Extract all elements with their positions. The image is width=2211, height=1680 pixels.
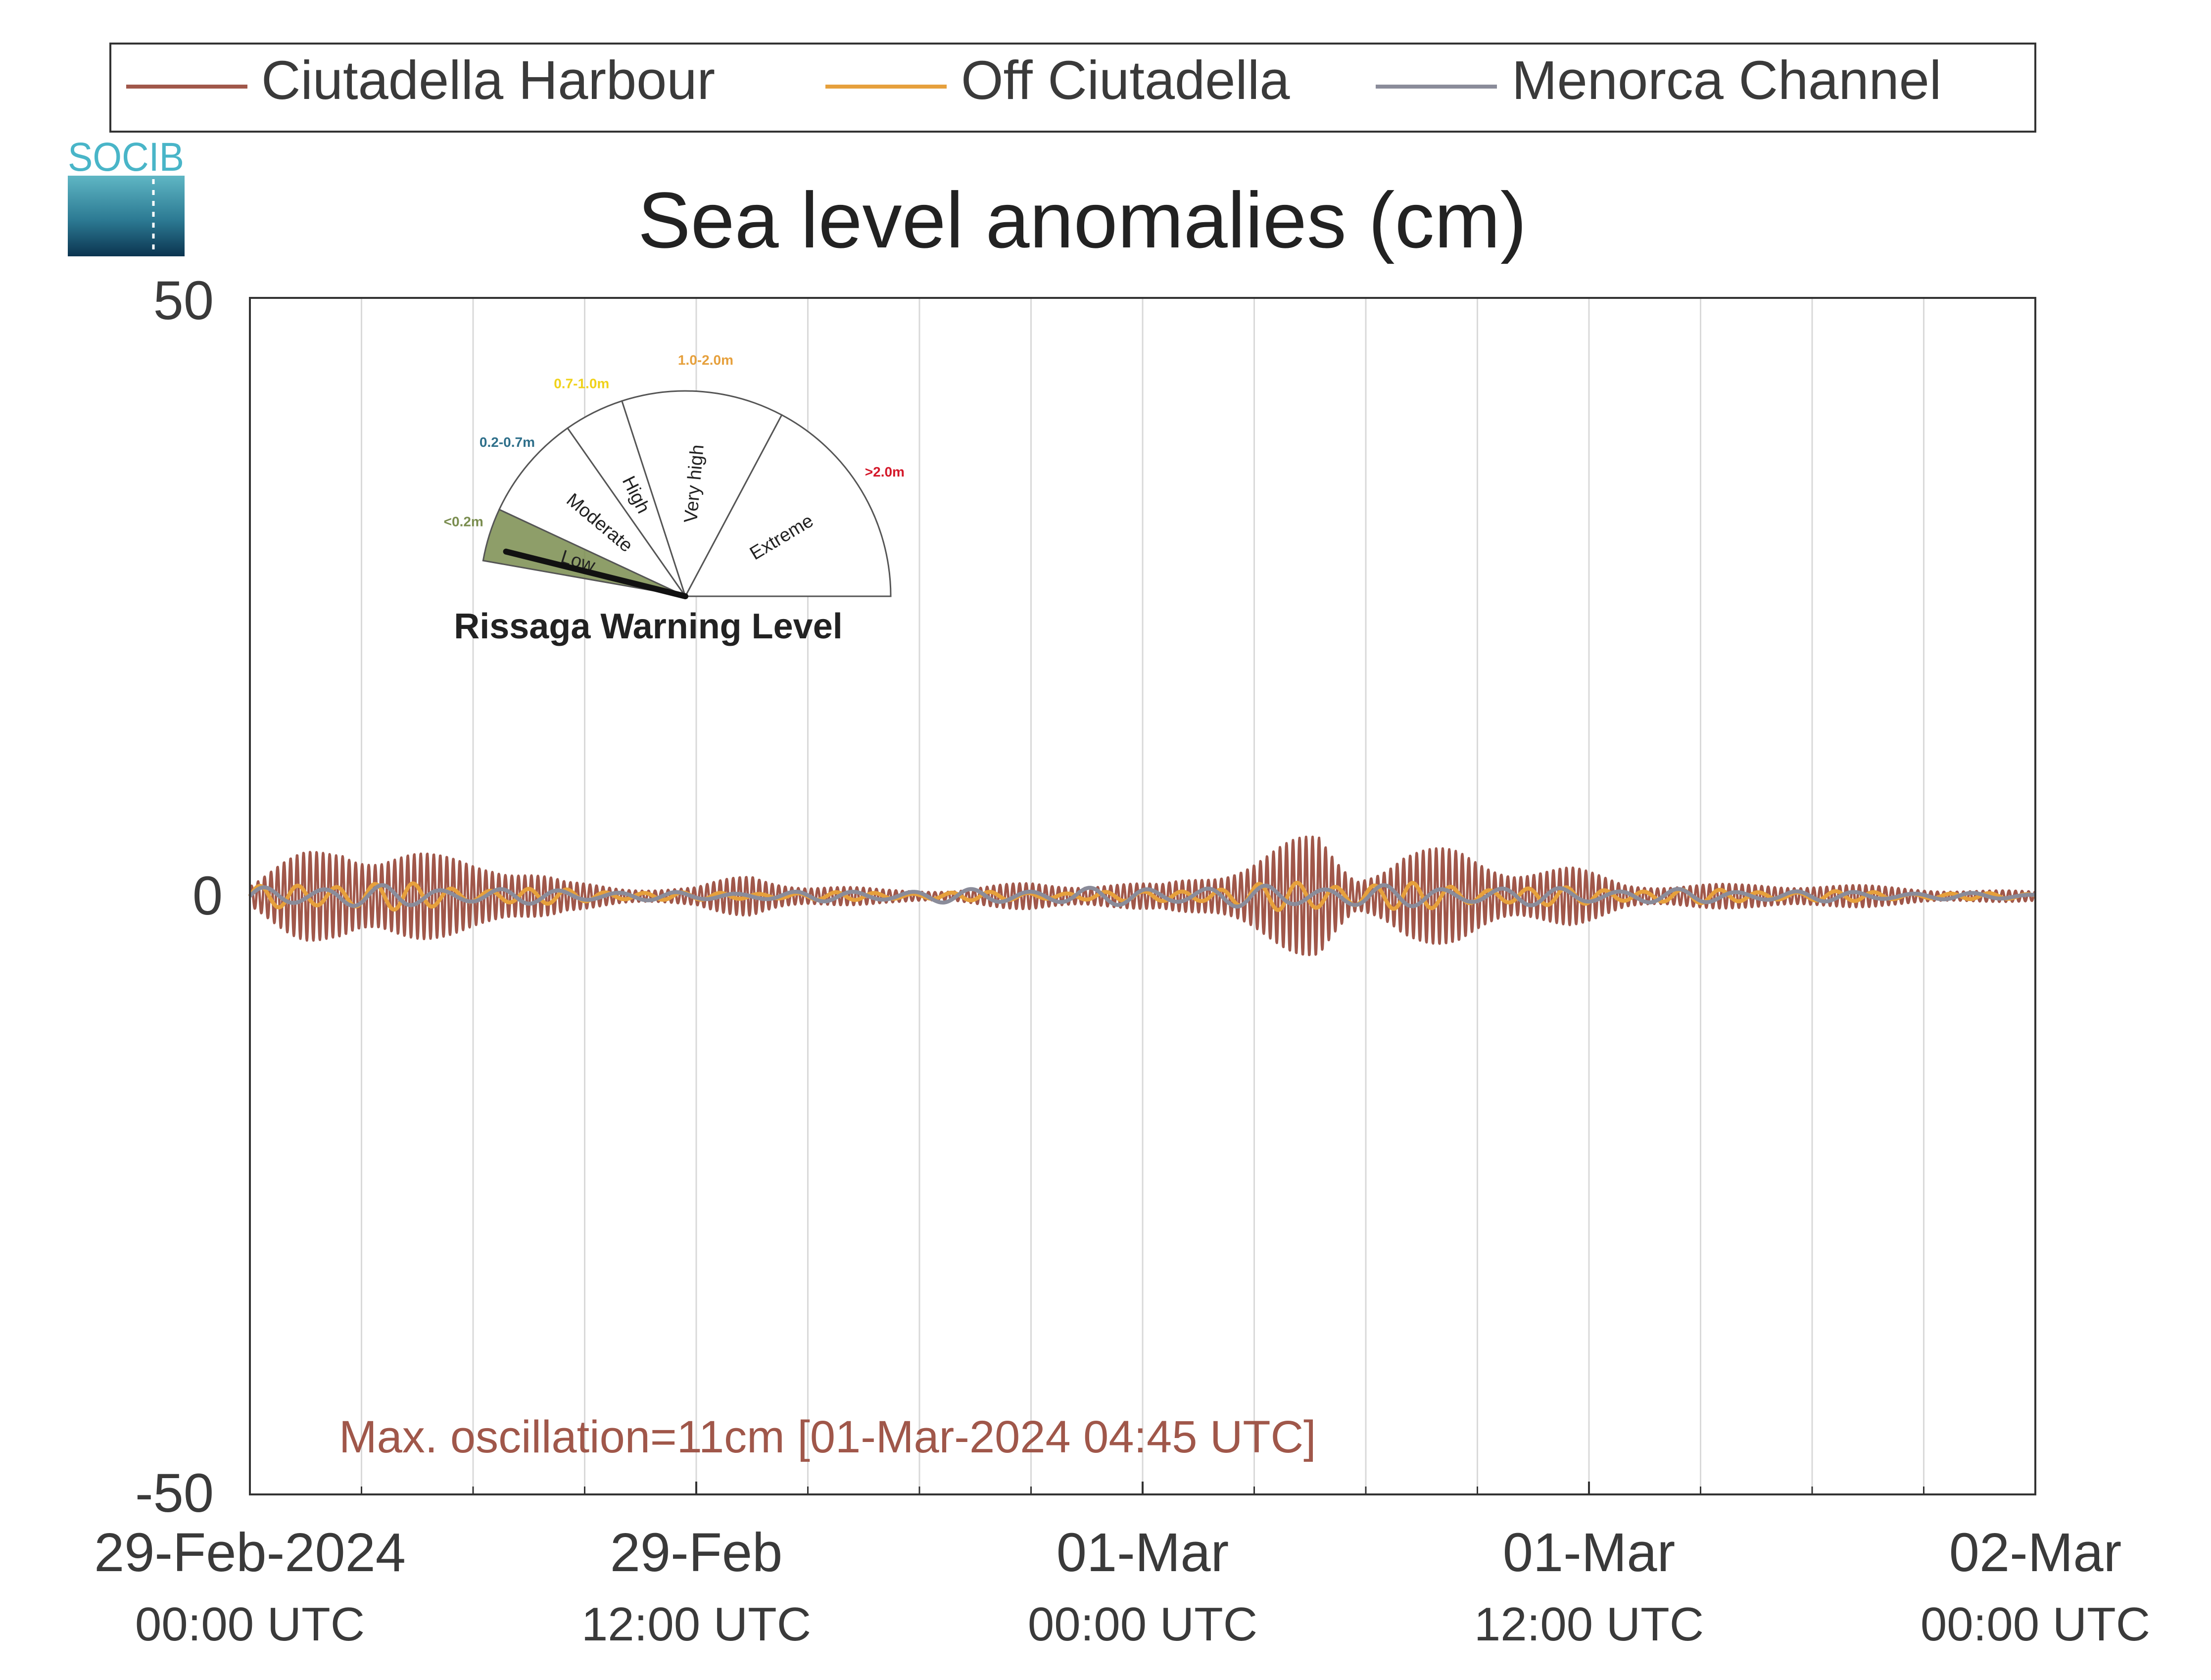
socib-logo: SOCIB xyxy=(68,135,185,256)
x-tick-label-time: 12:00 UTC xyxy=(581,1598,811,1651)
y-tick-label-0: 0 xyxy=(192,865,223,926)
x-tick-label-time: 12:00 UTC xyxy=(1474,1598,1704,1651)
x-tick-label-date: 02-Mar xyxy=(1949,1522,2121,1583)
x-axis: 29-Feb-2024 00:00 UTC 29-Feb 12:00 UTC 01-Ma… xyxy=(94,1482,2150,1651)
legend-frame xyxy=(109,43,2036,133)
legend-label-off-ciutadella: Off Ciutadella xyxy=(961,50,1290,111)
x-tick-label-date: 01-Mar xyxy=(1503,1522,1675,1583)
x-tick-label-time: 00:00 UTC xyxy=(1921,1598,2150,1651)
x-tick-label-date: 29-Feb-2024 xyxy=(94,1522,406,1583)
series-layer xyxy=(248,835,2036,957)
x-tick-label-time: 00:00 UTC xyxy=(1028,1598,1257,1651)
x-tick-label-date: 01-Mar xyxy=(1057,1522,1229,1583)
series-line-2 xyxy=(248,883,2036,909)
gauge-segment xyxy=(621,390,783,598)
legend: Ciutadella Harbour Off Ciutadella Menorc… xyxy=(109,43,2036,133)
gauge-range-label: >2.0m xyxy=(865,464,905,480)
gauge-segment xyxy=(498,427,688,598)
chart-title: Sea level anomalies (cm) xyxy=(638,176,1527,264)
socib-logo-block xyxy=(68,176,185,256)
max-oscillation-annotation: Max. oscillation=11cm [01-Mar-2024 04:45… xyxy=(339,1412,1316,1462)
gauge-range-label: <0.2m xyxy=(444,514,483,529)
gauge-segment xyxy=(684,414,892,597)
gauge-title: Rissaga Warning Level xyxy=(454,607,843,646)
x-tick-label-date: 29-Feb xyxy=(610,1522,783,1583)
gauge-range-label: 0.7-1.0m xyxy=(554,376,609,391)
socib-logo-text: SOCIB xyxy=(68,135,184,180)
legend-label-menorca-channel: Menorca Channel xyxy=(1512,50,1941,111)
gauge-range-label: 1.0-2.0m xyxy=(678,352,733,368)
rissaga-warning-gauge: Low<0.2m Moderate0.2-0.7mHigh0.7-1.0mVery… xyxy=(444,352,905,646)
legend-label-ciutadella-harbour: Ciutadella Harbour xyxy=(261,50,715,111)
x-tick-label-time: 00:00 UTC xyxy=(135,1598,365,1651)
y-tick-label-minus-50: -50 xyxy=(135,1463,214,1524)
y-tick-label-50: 50 xyxy=(153,270,214,331)
gauge-needle xyxy=(503,548,688,599)
gauge-range-label: 0.2-0.7m xyxy=(480,434,535,450)
